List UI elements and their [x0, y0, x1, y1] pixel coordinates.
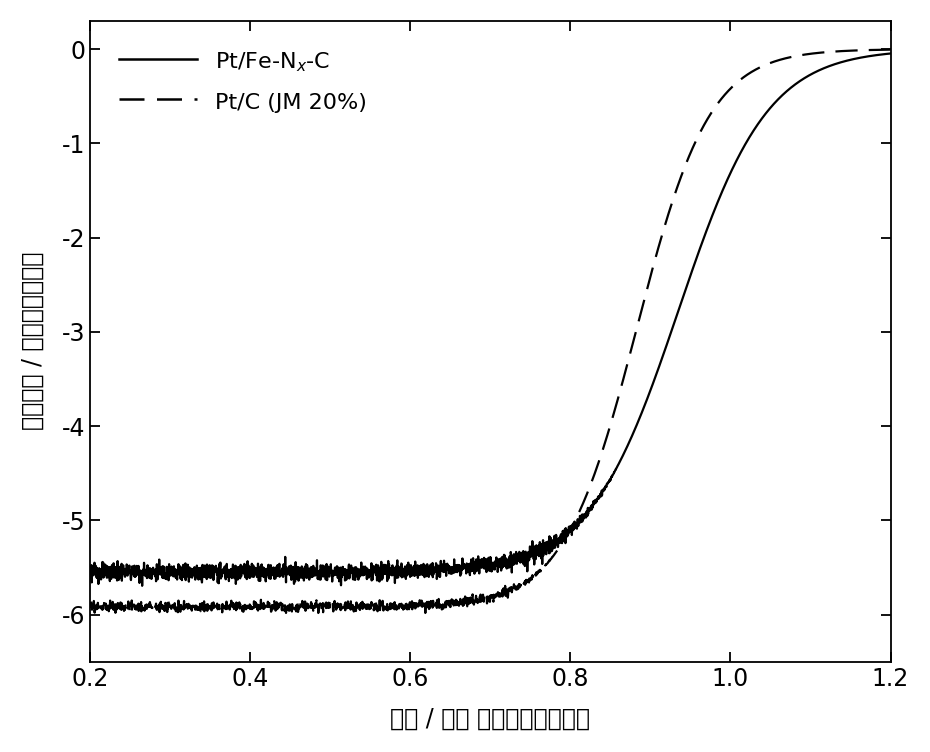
Pt/Fe-N$_x$-C	[427, 566, 438, 575]
Pt/Fe-N$_x$-C	[392, 556, 403, 565]
Pt/C (JM 20%)	[870, 45, 881, 54]
Pt/Fe-N$_x$-C	[176, 569, 187, 578]
Pt/C (JM 20%)	[885, 45, 897, 54]
X-axis label: 电压 / 伏特 相对于可逆氢电极: 电压 / 伏特 相对于可逆氢电极	[391, 707, 591, 731]
Pt/C (JM 20%)	[223, 605, 234, 614]
Y-axis label: 电流密度 / 毫安每平方厘米: 电流密度 / 毫安每平方厘米	[20, 252, 45, 430]
Pt/Fe-N$_x$-C	[85, 572, 96, 581]
Line: Pt/C (JM 20%): Pt/C (JM 20%)	[90, 50, 891, 613]
Pt/Fe-N$_x$-C	[870, 51, 881, 60]
Pt/Fe-N$_x$-C	[137, 581, 148, 590]
Pt/C (JM 20%)	[176, 603, 187, 612]
Pt/Fe-N$_x$-C	[885, 49, 897, 58]
Legend: Pt/Fe-N$_x$-C, Pt/C (JM 20%): Pt/Fe-N$_x$-C, Pt/C (JM 20%)	[101, 32, 384, 130]
Pt/Fe-N$_x$-C	[223, 571, 234, 580]
Pt/Fe-N$_x$-C	[783, 85, 794, 94]
Line: Pt/Fe-N$_x$-C: Pt/Fe-N$_x$-C	[90, 53, 891, 586]
Pt/C (JM 20%)	[392, 603, 403, 612]
Pt/C (JM 20%)	[427, 602, 438, 611]
Pt/C (JM 20%)	[85, 604, 96, 613]
Pt/C (JM 20%)	[783, 53, 794, 62]
Pt/C (JM 20%)	[298, 608, 309, 617]
